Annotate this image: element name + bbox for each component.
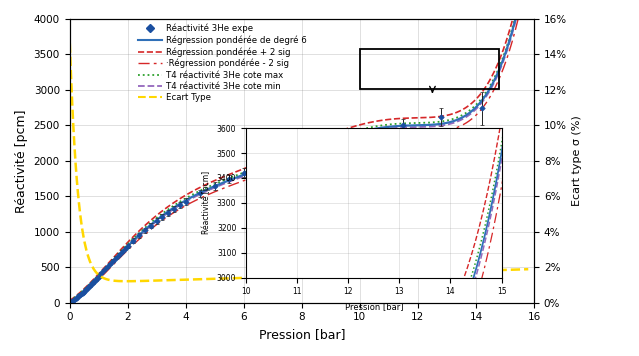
Legend: Réactivité 3He expe, Régression pondérée de degré 6, Régression pondérée + 2 sig: Réactivité 3He expe, Régression pondérée… [134, 20, 311, 105]
Y-axis label: Réactivité [pcm]: Réactivité [pcm] [202, 171, 212, 235]
Bar [360, 49, 499, 89]
X-axis label: Pression [bar]: Pression [bar] [344, 302, 403, 311]
X-axis label: Pression [bar]: Pression [bar] [259, 328, 345, 341]
Y-axis label: Ecart type σ (%): Ecart type σ (%) [573, 115, 583, 206]
Y-axis label: Réactivité [pcm]: Réactivité [pcm] [15, 109, 28, 213]
